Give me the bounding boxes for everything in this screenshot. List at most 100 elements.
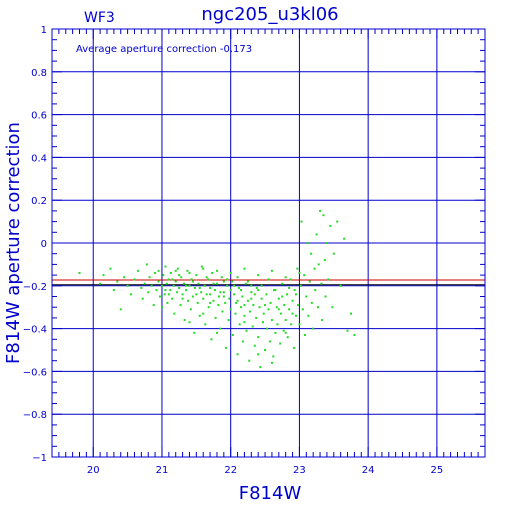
data-point	[167, 278, 170, 281]
data-point	[306, 242, 309, 244]
data-point	[176, 267, 179, 270]
data-point	[160, 284, 163, 287]
data-point	[283, 304, 286, 307]
data-point	[191, 295, 194, 298]
data-point	[207, 306, 210, 309]
data-point	[181, 293, 184, 296]
data-point	[240, 306, 243, 309]
y-tick-label: −0.2	[23, 282, 47, 293]
data-point	[298, 323, 301, 326]
data-point	[209, 286, 212, 289]
data-point	[229, 308, 232, 311]
data-point	[270, 269, 273, 272]
data-point	[275, 306, 278, 309]
data-point	[133, 278, 136, 281]
data-point	[102, 274, 105, 277]
y-tick-label: 0	[41, 239, 47, 250]
y-tick-label: −1	[32, 453, 47, 464]
data-point	[204, 323, 207, 326]
data-point	[245, 329, 248, 332]
data-point	[178, 286, 181, 289]
data-point	[236, 276, 239, 279]
data-point	[243, 267, 246, 270]
data-point	[267, 308, 270, 311]
data-point	[269, 301, 272, 304]
data-point	[189, 308, 192, 311]
data-point	[202, 312, 205, 315]
data-point	[154, 271, 157, 274]
y-tick-label: −0.8	[23, 410, 47, 421]
data-point	[158, 295, 161, 298]
data-point	[155, 289, 158, 292]
data-point	[257, 274, 260, 277]
data-point	[310, 252, 313, 255]
data-point	[248, 359, 251, 362]
data-point	[284, 319, 287, 322]
data-point	[145, 263, 148, 266]
data-point	[202, 297, 205, 300]
data-point	[257, 289, 260, 292]
data-point	[172, 284, 175, 287]
data-point	[214, 316, 217, 319]
data-point	[178, 274, 181, 277]
data-point	[112, 289, 115, 292]
y-tick-label: 0.2	[31, 196, 47, 207]
data-point	[222, 295, 225, 298]
data-point	[165, 282, 168, 285]
data-point	[277, 297, 280, 300]
data-point	[267, 278, 270, 281]
data-point	[252, 304, 255, 307]
axis-ticks	[51, 28, 486, 458]
data-point	[143, 282, 146, 285]
data-point	[264, 349, 267, 351]
data-point	[253, 344, 256, 347]
data-point	[202, 267, 205, 270]
data-point	[160, 306, 163, 309]
data-point	[250, 284, 253, 287]
data-point	[325, 242, 328, 244]
data-point	[188, 321, 191, 324]
data-point	[187, 299, 190, 302]
data-point	[257, 353, 260, 356]
data-point	[297, 304, 300, 307]
data-point	[193, 286, 196, 289]
y-tick-label: 0.4	[31, 153, 47, 164]
data-point	[200, 291, 203, 294]
data-point	[180, 276, 183, 279]
data-point	[281, 295, 284, 298]
data-point	[193, 331, 196, 334]
data-point	[211, 271, 214, 274]
data-point	[136, 269, 139, 272]
data-point	[78, 271, 81, 274]
data-point	[307, 314, 310, 317]
data-point	[257, 336, 260, 339]
data-point	[332, 252, 335, 255]
y-axis-label: F814W aperture correction	[3, 122, 24, 364]
data-point	[303, 274, 306, 277]
data-point	[123, 276, 126, 279]
data-point	[317, 263, 320, 266]
data-point	[241, 295, 244, 298]
data-point	[203, 284, 206, 287]
data-point	[198, 286, 201, 289]
data-point	[150, 284, 153, 287]
data-point	[212, 282, 215, 285]
data-point	[229, 271, 232, 274]
data-point	[279, 342, 282, 345]
data-point	[321, 319, 324, 322]
data-point	[288, 308, 291, 311]
data-point	[183, 319, 186, 322]
data-point	[238, 323, 241, 326]
data-point	[198, 314, 201, 317]
data-point	[288, 286, 291, 289]
data-point	[240, 289, 243, 292]
data-point	[243, 314, 246, 317]
data-point	[243, 321, 246, 324]
x-axis-label: F814W	[239, 483, 302, 504]
data-point	[301, 308, 304, 311]
data-point	[255, 316, 258, 319]
chart-title: ngc205_u3kl06	[201, 4, 338, 25]
data-point	[286, 293, 289, 296]
data-point	[290, 323, 293, 326]
data-point	[209, 293, 212, 296]
